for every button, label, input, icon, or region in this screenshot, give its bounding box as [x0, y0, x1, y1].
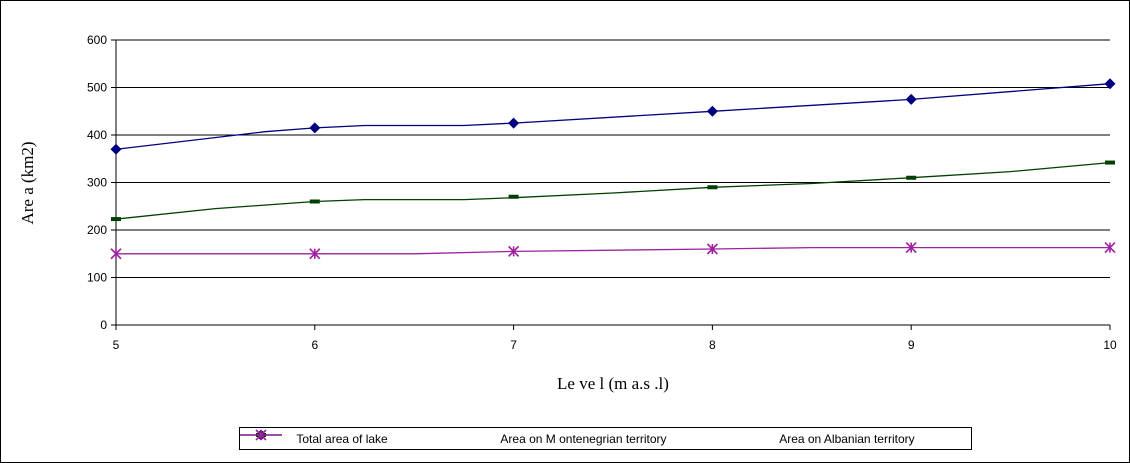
- y-tick-label: 100: [87, 271, 107, 285]
- x-tick-label: 8: [709, 338, 716, 352]
- legend-label: Area on M ontenegrian territory: [500, 431, 667, 446]
- axes: 0 100 200 300 400 500 600 5 6 7 8 9 10: [87, 33, 1117, 352]
- data-point: [906, 175, 917, 180]
- y-tick-label: 400: [87, 128, 107, 142]
- data-point: [905, 242, 917, 254]
- data-point: [309, 248, 321, 260]
- series-markers: [110, 78, 1116, 260]
- data-point: [1105, 160, 1115, 165]
- data-point: [707, 185, 718, 190]
- data-point: [508, 194, 519, 199]
- data-point: [110, 248, 122, 260]
- legend-label: Total area of lake: [296, 431, 388, 446]
- data-point: [905, 93, 917, 105]
- data-point: [1104, 78, 1116, 90]
- series-lines: [115, 83, 1111, 255]
- legend-label: Area on Albanian territory: [779, 431, 915, 446]
- data-point: [706, 105, 718, 117]
- gridlines: [116, 39, 1110, 278]
- x-tick-label: 6: [311, 338, 318, 352]
- data-point: [706, 243, 718, 255]
- line-chart: 0 100 200 300 400 500 600 5 6 7 8 9 10 Are a (km2) L…: [18, 33, 1117, 393]
- legend-item-1: Total area of lake: [240, 429, 388, 446]
- data-point: [508, 245, 520, 257]
- legend-swatch: [240, 429, 282, 441]
- series-line-1: [115, 83, 1111, 150]
- y-tick-label: 0: [100, 318, 107, 332]
- series-line-2: [115, 161, 1111, 220]
- legend-item-3: Area on Albanian territory: [240, 429, 915, 446]
- x-tick-label: 10: [1103, 338, 1117, 352]
- y-tick-label: 600: [87, 33, 107, 47]
- data-point: [255, 429, 267, 441]
- legend-item-2: Area on M ontenegrian territory: [240, 431, 667, 446]
- series-line-3: [116, 246, 1110, 255]
- data-point: [1104, 242, 1116, 254]
- y-tick-label: 300: [87, 176, 107, 190]
- legend: Total area of lake Area on M ontenegrian …: [239, 427, 972, 450]
- x-axis-title: Le ve l (m a.s .l): [557, 374, 669, 393]
- x-tick-label: 7: [510, 338, 517, 352]
- y-tick-label: 500: [87, 81, 107, 95]
- data-point: [508, 117, 520, 129]
- y-tick-label: 200: [87, 223, 107, 237]
- data-point: [111, 217, 121, 222]
- x-tick-label: 9: [908, 338, 915, 352]
- data-point: [309, 122, 321, 134]
- x-tick-label: 5: [113, 338, 120, 352]
- data-point: [110, 143, 122, 155]
- data-point: [309, 199, 320, 204]
- y-axis-title: Are a (km2): [18, 141, 37, 224]
